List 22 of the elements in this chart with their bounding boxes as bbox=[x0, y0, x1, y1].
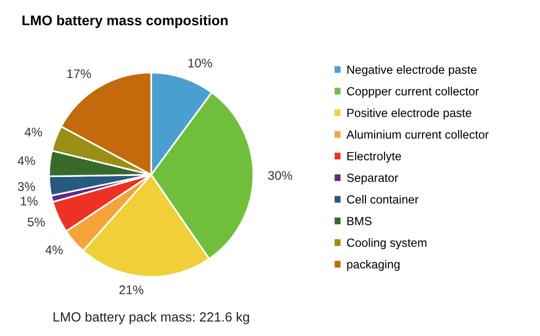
legend-label: BMS bbox=[347, 216, 372, 226]
data-label: 4% bbox=[45, 246, 63, 254]
chart-title: LMO battery mass composition bbox=[22, 15, 228, 28]
text: LMO battery pack mass: 221.6 kg bbox=[54, 312, 249, 324]
legend-label: Coppper current collector bbox=[347, 86, 479, 98]
data-label: 1% bbox=[20, 196, 38, 206]
data-label: 4% bbox=[24, 128, 42, 136]
legend-label: Negative electrode paste bbox=[347, 65, 477, 76]
data-label: 3% bbox=[18, 182, 36, 191]
legend-label: Electrolyte bbox=[347, 152, 402, 163]
legend-label: Separator bbox=[346, 174, 398, 184]
data-label: 30% bbox=[268, 171, 292, 180]
legend-label: Cooling system bbox=[347, 238, 426, 250]
legend-label: Aluminium current collector bbox=[346, 130, 489, 139]
data-label: 17% bbox=[67, 69, 91, 78]
data-label: 21% bbox=[119, 285, 144, 294]
legend-label: Cell container bbox=[347, 194, 418, 204]
data-label: 10% bbox=[188, 58, 212, 68]
legend-label: packaging bbox=[347, 260, 400, 271]
data-label: 4% bbox=[18, 156, 36, 166]
data-label: 5% bbox=[28, 218, 45, 226]
legend-label: Positive electrode paste bbox=[347, 108, 472, 120]
